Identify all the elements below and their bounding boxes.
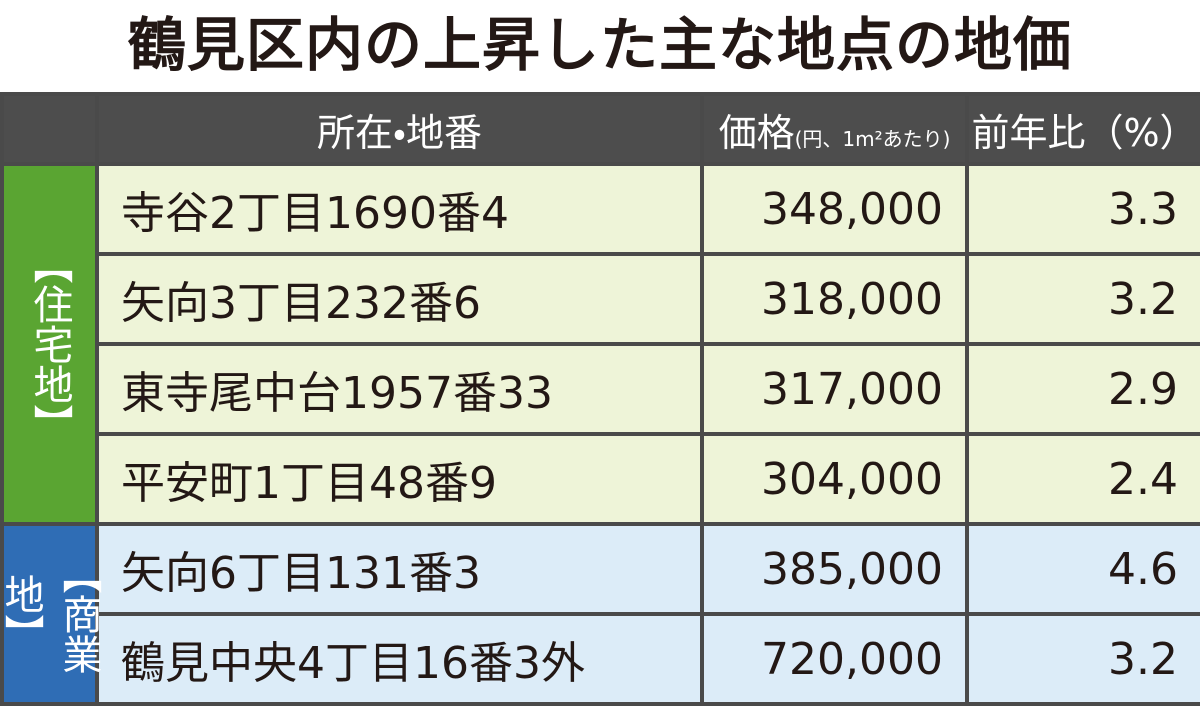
group-label: 【商業地】 (0, 522, 102, 706)
header-location: 所在・地番 (95, 92, 704, 166)
table-header: 所在・地番 価格(円、1m²あたり) 前年比（%） (0, 92, 1200, 166)
title: 鶴見区内の上昇した主な地点の地価 (127, 11, 1072, 79)
price: 385,000 (700, 522, 969, 616)
price: 348,000 (700, 162, 969, 256)
location: 矢向6丁目131番3 (95, 522, 704, 616)
table-body: 【住宅地】 寺谷2丁目1690番4 348,000 3.3 矢向3丁目232番6 318,… (0, 162, 1200, 706)
row: 【商業地】 矢向6丁目131番3 385,000 4.6 (0, 522, 1200, 706)
location: 鶴見中央4丁目16番3外 (95, 612, 704, 706)
header-blank (0, 92, 99, 166)
group-label: 【住宅地】 (0, 162, 99, 526)
location: 寺谷2丁目1690番4 (95, 162, 704, 256)
price: 317,000 (700, 342, 969, 436)
location: 東寺尾中台1957番33 (95, 342, 704, 436)
header-row: 所在・地番 価格(円、1m²あたり) 前年比（%） (0, 92, 1200, 166)
header-change: 前年比（%） (965, 92, 1200, 166)
header-price-label: 価格 (718, 110, 795, 155)
row: 平安町1丁目48番9 304,000 2.4 (2, 432, 1200, 526)
header-price: 価格(円、1m²あたり) (700, 92, 969, 166)
change: 3.2 (965, 252, 1200, 346)
change: 2.9 (965, 342, 1200, 436)
price: 304,000 (700, 432, 969, 526)
header-price-unit: (円、1m²あたり) (794, 126, 951, 151)
price: 318,000 (700, 252, 969, 346)
change: 3.3 (965, 162, 1200, 256)
location: 平安町1丁目48番9 (95, 432, 704, 526)
price: 720,000 (700, 612, 969, 706)
price-table: 所在・地番 価格(円、1m²あたり) 前年比（%） 【住宅地】 寺谷2丁目1690… (0, 92, 1200, 706)
change: 2.4 (965, 432, 1200, 526)
row: 東寺尾中台1957番33 317,000 2.9 (2, 342, 1200, 436)
location: 矢向3丁目232番6 (95, 252, 704, 346)
change: 4.6 (965, 522, 1200, 616)
row: 【住宅地】 寺谷2丁目1690番4 348,000 3.3 (0, 162, 1200, 526)
change: 3.2 (965, 612, 1200, 706)
row: 鶴見中央4丁目16番3外 720,000 3.2 (2, 612, 1200, 706)
row: 矢向3丁目232番6 318,000 3.2 (2, 252, 1200, 346)
